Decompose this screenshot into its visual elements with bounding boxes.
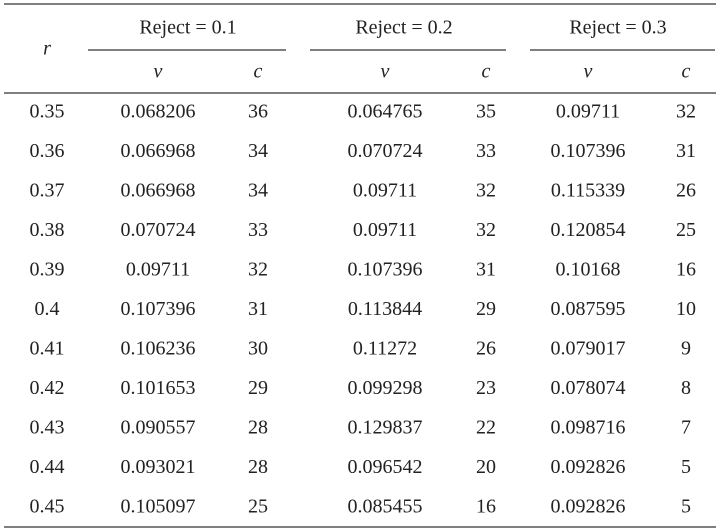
cell: 32 (676, 101, 696, 123)
group-header: Reject = 0.3 (569, 17, 666, 39)
cell: 0.066968 (121, 180, 196, 202)
r-header: r (43, 38, 51, 60)
sub-header: v (381, 61, 390, 83)
cell: 35 (476, 101, 496, 123)
cell: 0.101653 (121, 377, 196, 399)
cell: 31 (676, 140, 696, 162)
cell: 0.120854 (551, 219, 626, 241)
cell: 34 (248, 180, 268, 202)
cell: 9 (681, 338, 691, 360)
cell: 0.41 (30, 338, 65, 360)
cell: 0.106236 (121, 338, 196, 360)
cell: 0.085455 (348, 496, 423, 518)
cell: 30 (248, 338, 268, 360)
cell: 23 (476, 377, 496, 399)
cell: 0.066968 (121, 140, 196, 162)
group-header: Reject = 0.1 (139, 17, 236, 39)
cell: 0.45 (30, 496, 65, 518)
cell: 0.129837 (348, 417, 423, 439)
cell: 26 (676, 180, 696, 202)
group-header: Reject = 0.2 (355, 17, 452, 39)
cell: 0.42 (30, 377, 65, 399)
cell: 25 (248, 496, 268, 518)
cell: 0.10168 (556, 259, 621, 281)
cell: 0.092826 (551, 496, 626, 518)
cell: 0.098716 (551, 417, 626, 439)
cell: 0.107396 (121, 298, 196, 320)
cell: 36 (248, 101, 268, 123)
cell: 0.068206 (121, 101, 196, 123)
cell: 31 (476, 259, 496, 281)
cell: 32 (476, 219, 496, 241)
cell: 0.09711 (353, 180, 417, 202)
cell: 20 (476, 456, 496, 478)
cell: 0.11272 (353, 338, 417, 360)
sub-header: c (254, 61, 263, 83)
cell: 0.105097 (121, 496, 196, 518)
cell: 5 (681, 456, 691, 478)
sub-header: c (482, 61, 491, 83)
cell: 0.115339 (551, 180, 625, 202)
cell: 0.070724 (348, 140, 423, 162)
cell: 0.35 (30, 101, 65, 123)
sub-header: v (584, 61, 593, 83)
cell: 0.39 (30, 259, 65, 281)
cell: 0.099298 (348, 377, 423, 399)
cell: 25 (676, 219, 696, 241)
cell: 0.4 (35, 298, 60, 320)
cell: 22 (476, 417, 496, 439)
cell: 8 (681, 377, 691, 399)
cell: 0.107396 (551, 140, 626, 162)
cell: 0.107396 (348, 259, 423, 281)
cell: 0.43 (30, 417, 65, 439)
cell: 7 (681, 417, 691, 439)
cell: 0.09711 (556, 101, 620, 123)
cell: 28 (248, 417, 268, 439)
cell: 0.36 (30, 140, 65, 162)
cell: 0.092826 (551, 456, 626, 478)
cell: 28 (248, 456, 268, 478)
sub-header: v (154, 61, 163, 83)
cell: 33 (476, 140, 496, 162)
cell: 16 (476, 496, 496, 518)
cell: 0.079017 (551, 338, 626, 360)
cell: 16 (676, 259, 696, 281)
cell: 0.078074 (551, 377, 626, 399)
cell: 26 (476, 338, 496, 360)
cell: 29 (476, 298, 496, 320)
cell: 0.096542 (348, 456, 423, 478)
cell: 10 (676, 298, 696, 320)
cell: 0.070724 (121, 219, 196, 241)
cell: 33 (248, 219, 268, 241)
cell: 32 (476, 180, 496, 202)
cell: 0.113844 (348, 298, 422, 320)
sub-header: c (682, 61, 691, 83)
cell: 34 (248, 140, 268, 162)
cell: 31 (248, 298, 268, 320)
cell: 0.44 (30, 456, 65, 478)
cell: 0.087595 (551, 298, 626, 320)
cell: 0.090557 (121, 417, 196, 439)
cell: 0.38 (30, 219, 65, 241)
cell: 0.37 (30, 180, 65, 202)
cell: 32 (248, 259, 268, 281)
cell: 5 (681, 496, 691, 518)
cell: 0.09711 (353, 219, 417, 241)
cell: 0.064765 (348, 101, 423, 123)
cell: 0.09711 (126, 259, 190, 281)
cell: 0.093021 (121, 456, 196, 478)
cell: 29 (248, 377, 268, 399)
